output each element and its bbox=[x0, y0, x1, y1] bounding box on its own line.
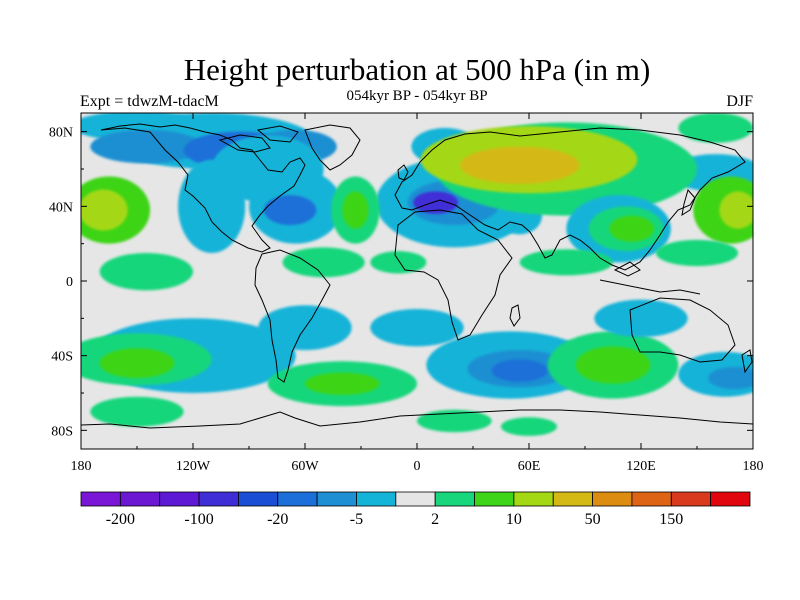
field-region bbox=[99, 348, 175, 379]
field-region bbox=[501, 417, 557, 436]
field-region bbox=[90, 129, 203, 164]
coast-north-america bbox=[100, 123, 306, 253]
field-region bbox=[282, 247, 365, 278]
colorbar-label: -20 bbox=[267, 511, 288, 528]
field-region bbox=[609, 215, 655, 242]
coast-africa bbox=[394, 209, 513, 341]
field-region bbox=[305, 372, 380, 395]
coast-greenland bbox=[304, 124, 361, 171]
colorbar-swatch bbox=[552, 491, 593, 507]
colorbar-swatch bbox=[670, 491, 712, 507]
field-region bbox=[263, 195, 317, 225]
coast-uk bbox=[397, 164, 409, 181]
colorbar-label: 150 bbox=[659, 511, 683, 528]
field-region bbox=[90, 396, 184, 427]
coast-new-zealand bbox=[741, 349, 753, 374]
coastlines bbox=[81, 123, 753, 429]
colorbar-swatch bbox=[710, 491, 751, 507]
field-region bbox=[413, 191, 459, 214]
colorbar-label: -5 bbox=[350, 511, 363, 528]
colorbar-label: 50 bbox=[585, 511, 601, 528]
lat-tick-label: 80N bbox=[49, 126, 73, 141]
colorbar-swatch bbox=[198, 491, 239, 507]
coast-indonesia bbox=[599, 261, 701, 295]
colorbar: -200 -100 -20 -5 2 10 50 150 bbox=[80, 491, 751, 528]
field-region bbox=[719, 191, 753, 229]
field-region bbox=[575, 346, 651, 384]
colorbar-swatch bbox=[316, 491, 357, 507]
field-region bbox=[342, 191, 369, 229]
field-region bbox=[81, 189, 128, 231]
colorbar-swatch bbox=[631, 491, 672, 507]
lon-tick-label: 120W bbox=[176, 459, 211, 474]
lon-tick-label: 0 bbox=[414, 459, 421, 474]
lon-tick-label: 120E bbox=[626, 459, 656, 474]
field-region bbox=[370, 309, 464, 347]
field-region bbox=[655, 239, 739, 267]
field-region bbox=[99, 252, 193, 291]
colorbar-swatch bbox=[474, 491, 515, 507]
season-label: DJF bbox=[726, 93, 753, 110]
chart-subtitle: 054kyr BP - 054kyr BP bbox=[346, 88, 488, 104]
chart-title: Height perturbation at 500 hPa (in m) bbox=[183, 52, 651, 87]
lon-tick-label: 60E bbox=[518, 459, 541, 474]
field-region bbox=[519, 249, 613, 276]
coast-eurasia bbox=[394, 127, 746, 271]
lat-tick-label: 40S bbox=[51, 350, 73, 365]
colorbar-swatch bbox=[277, 491, 318, 507]
colorbar-swatch bbox=[119, 491, 161, 507]
lon-tick-label: 180 bbox=[743, 459, 764, 474]
longitude-axis: 180 120W 60W 0 60E 120E 180 bbox=[71, 113, 764, 474]
colorbar-swatch bbox=[356, 491, 397, 507]
field-region bbox=[594, 299, 688, 338]
field-region bbox=[178, 159, 246, 253]
colorbar-swatch bbox=[159, 491, 200, 507]
coast-south-america bbox=[254, 249, 331, 383]
colorbar-swatch bbox=[592, 491, 633, 507]
field-region bbox=[417, 409, 492, 433]
lat-tick-label: 0 bbox=[66, 275, 73, 290]
colorbar-label: -100 bbox=[184, 511, 213, 528]
lon-tick-label: 60W bbox=[291, 459, 319, 474]
colorbar-swatch bbox=[513, 491, 554, 507]
experiment-label: Expt = tdwzM-tdacM bbox=[80, 93, 219, 110]
colorbar-label: 2 bbox=[431, 511, 439, 528]
coast-madagascar bbox=[509, 304, 521, 327]
map-panel bbox=[80, 112, 754, 450]
lat-tick-label: 80S bbox=[51, 424, 73, 439]
colorbar-label: -200 bbox=[106, 511, 135, 528]
coast-antarctica bbox=[81, 409, 753, 429]
colorbar-swatch bbox=[395, 491, 436, 507]
field-region bbox=[491, 359, 548, 382]
coast-japan bbox=[681, 188, 696, 217]
field-region bbox=[708, 366, 753, 390]
field-region bbox=[459, 146, 580, 184]
lat-tick-label: 40N bbox=[49, 200, 73, 215]
coast-canadian-arch bbox=[218, 125, 299, 153]
lon-tick-label: 180 bbox=[71, 459, 92, 474]
field-region bbox=[678, 113, 753, 143]
coast-australia bbox=[629, 297, 736, 363]
field-region bbox=[370, 251, 427, 274]
latitude-axis: 80N 40N 0 40S 80S bbox=[49, 126, 753, 439]
colorbar-swatch bbox=[80, 491, 121, 507]
colorbar-swatch bbox=[238, 491, 279, 507]
colorbar-label: 10 bbox=[506, 511, 522, 528]
colorbar-swatch bbox=[434, 491, 475, 507]
